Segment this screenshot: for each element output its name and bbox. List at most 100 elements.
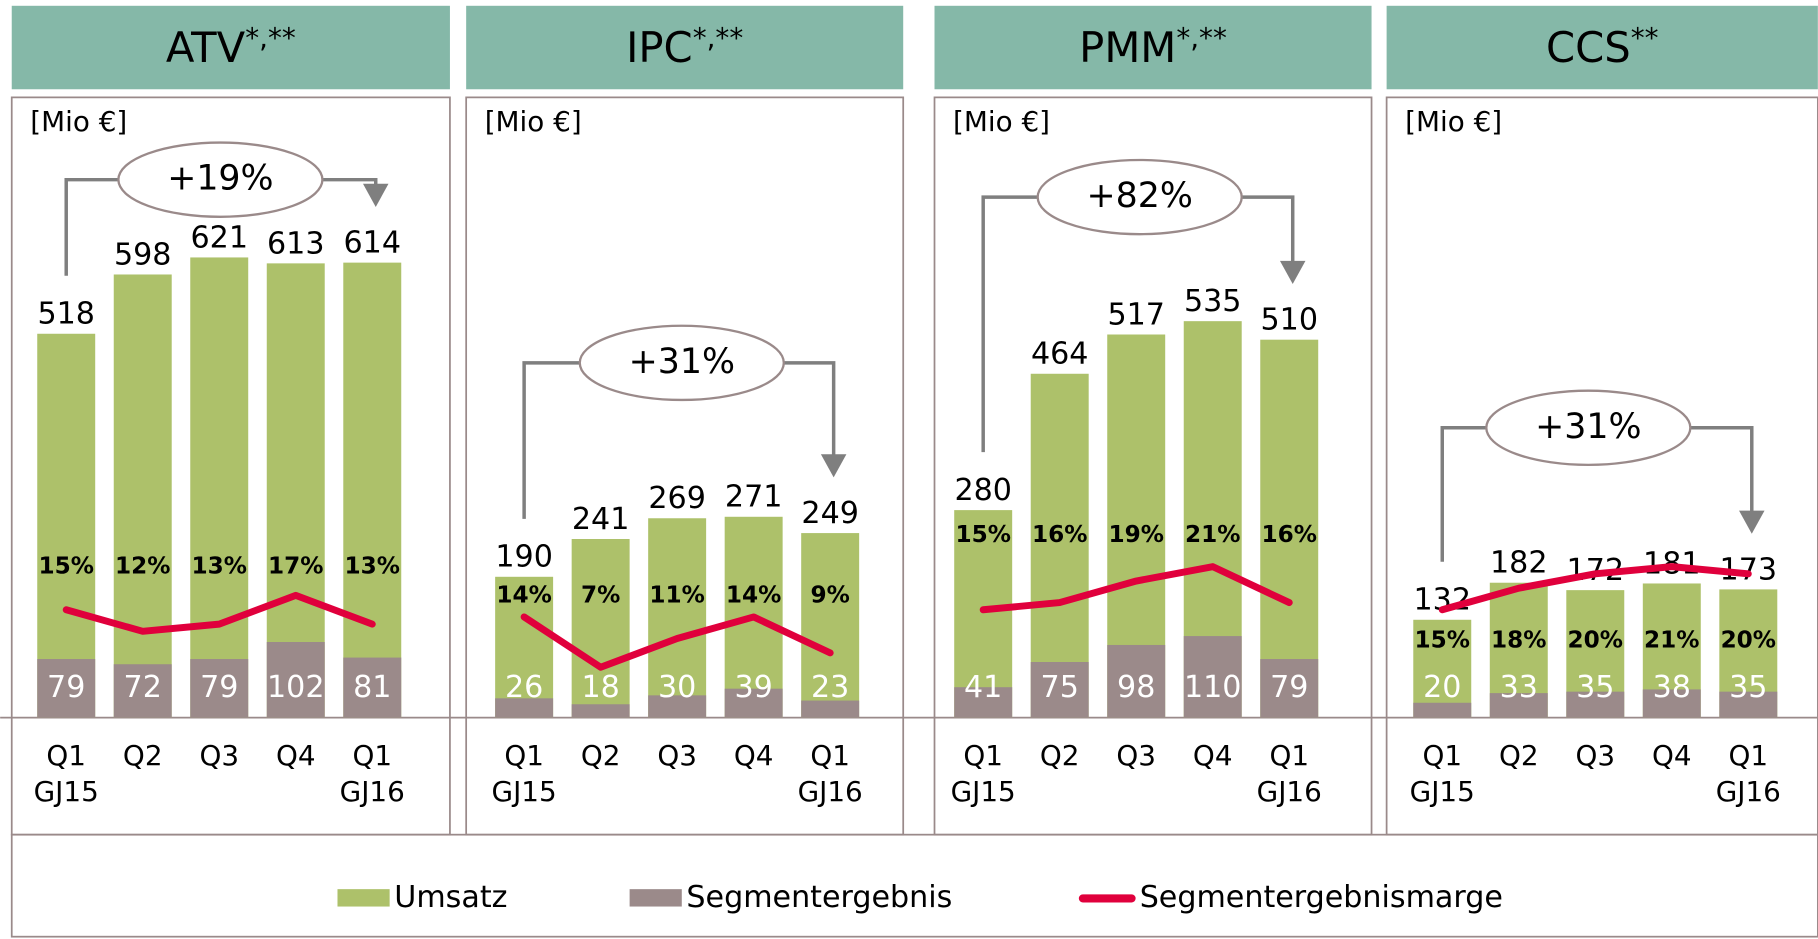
- result-label: 18: [581, 670, 619, 705]
- panel-header: [1386, 5, 1818, 90]
- result-bar: [1719, 691, 1778, 718]
- category-label: Q1 GJ15: [951, 739, 1016, 808]
- unit-label: [Mio €]: [953, 105, 1050, 138]
- unit-label: [Mio €]: [485, 105, 582, 138]
- revenue-label: 271: [725, 480, 783, 515]
- panel-frame: [10, 96, 451, 836]
- revenue-bar: [37, 333, 96, 718]
- result-bar: [801, 700, 860, 718]
- category-label: Q3: [199, 739, 239, 772]
- revenue-label: 241: [572, 502, 630, 537]
- legend-box: [10, 833, 1818, 938]
- revenue-bar: [648, 518, 707, 718]
- margin-label: 21%: [1185, 521, 1240, 548]
- legend-swatch: [337, 889, 390, 907]
- result-label: 79: [47, 670, 85, 705]
- panel-title: IPC*,**: [626, 21, 743, 72]
- title-text: CCS: [1546, 23, 1631, 72]
- margin-label: 14%: [496, 581, 551, 608]
- category-label: Q4: [1193, 739, 1233, 772]
- result-bar: [1183, 636, 1242, 718]
- title-text: PMM: [1079, 23, 1176, 72]
- result-bar: [1030, 662, 1089, 718]
- result-label: 79: [1270, 670, 1308, 705]
- revenue-bar: [1030, 373, 1089, 718]
- title-note: *,**: [1176, 21, 1227, 54]
- legend-label: Segmentergebnismarge: [1140, 880, 1503, 915]
- margin-label: 15%: [955, 521, 1010, 548]
- revenue-bar: [954, 510, 1013, 718]
- panel-header: [466, 5, 904, 90]
- revenue-label: 190: [495, 540, 553, 575]
- result-bar: [648, 695, 707, 718]
- result-label: 33: [1500, 670, 1538, 705]
- margin-line: [520, 613, 834, 671]
- margin-label: 12%: [115, 552, 170, 579]
- result-label: 41: [964, 670, 1002, 705]
- result-label: 75: [1041, 670, 1079, 705]
- annotation-bubble: [578, 324, 785, 402]
- revenue-label: 535: [1184, 284, 1242, 319]
- category-label: Q1 GJ16: [1257, 739, 1322, 808]
- revenue-label: 510: [1260, 303, 1318, 338]
- annotation-arrow: [820, 454, 847, 478]
- margin-label: 21%: [1644, 627, 1699, 654]
- revenue-label: 269: [648, 481, 706, 516]
- result-bar: [724, 688, 783, 718]
- annotation-text: +31%: [1535, 407, 1641, 447]
- panel-header: [11, 5, 450, 90]
- category-label: Q2: [581, 739, 621, 772]
- annotation-arrow: [1279, 260, 1306, 285]
- panel-title: PMM*,**: [1079, 21, 1227, 72]
- margin-label: 15%: [38, 552, 93, 579]
- annotation-bubble: [1036, 158, 1243, 236]
- annotation-text: +31%: [629, 342, 735, 382]
- annotation-text: +82%: [1086, 176, 1192, 216]
- result-bar: [1260, 659, 1319, 718]
- category-label: Q1 GJ16: [798, 739, 863, 808]
- title-note: **: [1631, 21, 1659, 54]
- result-bar: [571, 704, 630, 718]
- margin-label: 19%: [1108, 521, 1163, 548]
- annotation-text: +19%: [167, 159, 273, 199]
- category-label: Q2: [1040, 739, 1080, 772]
- margin-label: 11%: [649, 581, 704, 608]
- result-label: 38: [1653, 670, 1691, 705]
- margin-label: 16%: [1262, 521, 1317, 548]
- margin-label: 9%: [810, 581, 849, 608]
- revenue-bar: [1413, 619, 1472, 718]
- revenue-bar: [801, 533, 860, 718]
- category-label: Q1 GJ15: [34, 739, 99, 808]
- result-label: 98: [1117, 670, 1155, 705]
- result-bar: [495, 698, 554, 718]
- category-label: Q3: [657, 739, 697, 772]
- margin-line: [1438, 563, 1752, 614]
- revenue-bar: [1260, 339, 1319, 718]
- revenue-label: 518: [37, 297, 95, 332]
- category-label: Q2: [123, 739, 163, 772]
- revenue-bar: [495, 576, 554, 718]
- revenue-label: 621: [190, 220, 248, 255]
- result-label: 110: [1184, 670, 1242, 705]
- title-text: IPC: [626, 23, 693, 72]
- annotation-bracket: [522, 361, 836, 519]
- panel-frame: [933, 96, 1373, 836]
- margin-label: 20%: [1721, 627, 1776, 654]
- panel-title: CCS**: [1546, 21, 1659, 72]
- result-label: 26: [505, 670, 543, 705]
- margin-label: 14%: [726, 581, 781, 608]
- result-label: 102: [267, 670, 325, 705]
- revenue-bar: [266, 263, 325, 718]
- legend-label: Umsatz: [394, 880, 507, 915]
- revenue-label: 464: [1031, 337, 1089, 372]
- result-bar: [343, 657, 402, 718]
- margin-label: 13%: [345, 552, 400, 579]
- panel-frame: [465, 96, 905, 836]
- category-label: Q1 GJ15: [492, 739, 557, 808]
- revenue-bar: [190, 257, 249, 718]
- margin-label: 13%: [192, 552, 247, 579]
- legend-swatch: [629, 889, 682, 907]
- result-bar: [190, 659, 249, 718]
- legend-label: Segmentergebnis: [686, 880, 952, 915]
- margin-label: 16%: [1032, 521, 1087, 548]
